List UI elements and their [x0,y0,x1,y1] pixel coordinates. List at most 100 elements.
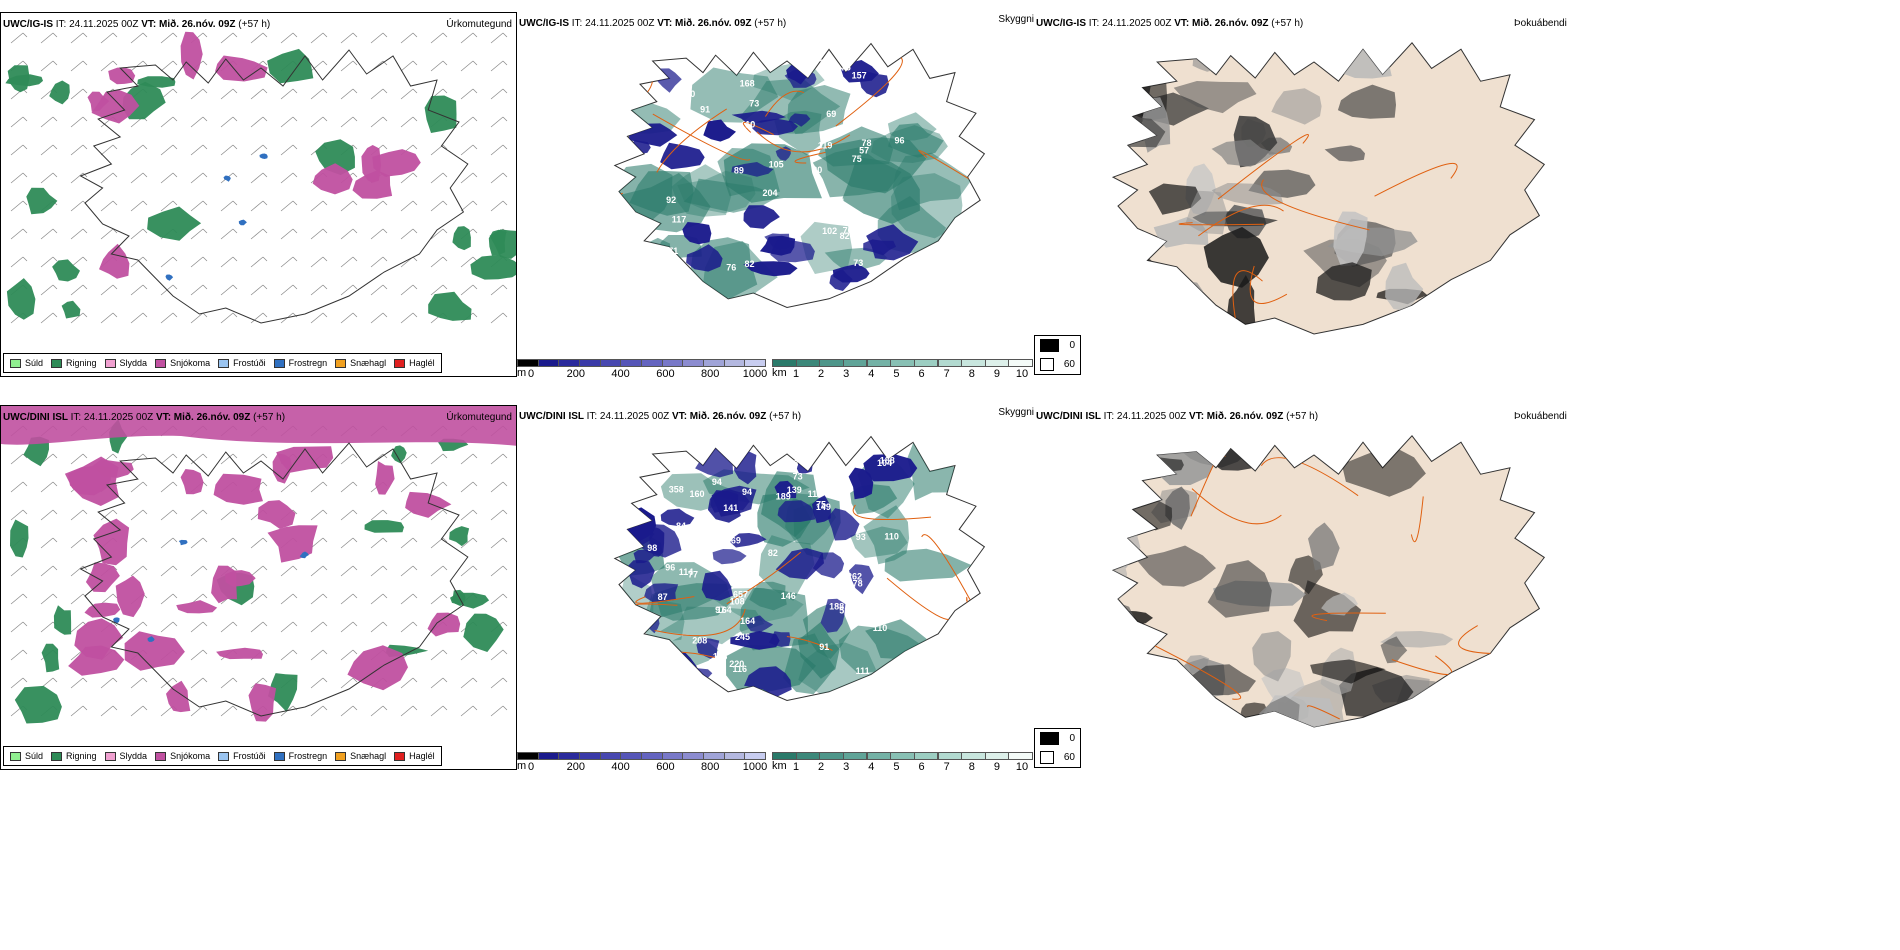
low-cloud-area [820,598,846,633]
legend-item: Snæhagl [335,358,386,368]
wind-barb [70,565,84,577]
colorbar-segment [599,752,622,760]
wind-barb [220,284,234,296]
low-cloud-area [703,119,736,142]
wind-barb [70,60,84,72]
colorbar-tick: 4 [868,368,875,380]
colorbar-tick: 0 [527,761,535,773]
wind-barb [430,705,444,717]
wind-barb [310,509,324,521]
wind-barb [370,88,384,100]
visibility-area [629,171,694,216]
product-type-label: Úrkomutegund [446,412,512,423]
wind-barb [250,228,264,240]
init-time: IT: 24.11.2025 00Z [571,18,658,29]
wind-barb [130,60,144,72]
low-cloud-area [863,454,918,482]
wind-barb [40,228,54,240]
fog-area [1062,572,1111,597]
valid-time: VT: Mið. 26.nóv. 09Z [672,411,770,422]
cloud-base-value: 478 [848,578,863,588]
snow-area [85,562,120,593]
low-cloud-area [731,162,774,177]
cloud-base-value: 87 [828,68,838,78]
colorbar-tick: 9 [993,761,1000,773]
precip-type-map [5,31,516,324]
snow-area [272,453,293,484]
low-cloud-area [731,110,786,123]
colorbar-segment [937,752,963,760]
fog-area [1324,145,1365,162]
wind-barb [340,228,354,240]
wind-barb [160,705,174,717]
wind-barb [40,172,54,184]
road-line [852,504,932,521]
wind-barb [190,677,204,689]
valid-time: VT: Mið. 26.nóv. 09Z [141,19,239,30]
colorbar-tick: 400 [611,368,630,380]
wind-barb [250,593,264,605]
wind-barb [370,200,384,212]
wind-barb [220,509,234,521]
snow-area [84,602,121,618]
cloud-base-value: 57 [859,146,869,156]
colorbar-segment [723,359,746,367]
cloud-base-value: 262 [847,572,862,582]
model-name: UWC/DINI ISL [519,411,587,422]
low-cloud-area [770,240,815,263]
wind-barb [190,705,204,717]
product-type-label: Skyggni [998,407,1034,418]
wind-barb [10,565,24,577]
cloud-base-value: 116 [733,664,748,674]
colorbar-segment [579,752,601,760]
precip-type-panel: UWC/DINI ISL IT: 24.11.2025 00Z VT: Mið.… [0,405,517,770]
wind-barb [430,481,444,493]
wind-barb [460,172,474,184]
colorbar-segment [866,752,892,760]
colorbar-tick: 7 [943,761,950,773]
coastline [79,442,469,717]
fog-area [1341,445,1426,497]
cloud-base-value: 117 [672,214,687,224]
wind-barb [70,284,84,296]
snow-area [99,243,130,279]
visibility-area [683,178,780,213]
wind-barb [490,509,504,521]
product-type-label: Úrkomutegund [446,19,512,30]
cloud-base-value: 168 [740,79,755,89]
wind-barb [10,200,24,212]
panel-header: UWC/IG-IS IT: 24.11.2025 00Z VT: Mið. 26… [1036,18,1303,29]
cloud-base-value: 189 [776,492,791,502]
wind-barb [370,32,384,44]
wind-barb [490,649,504,661]
legend-swatch [51,751,63,761]
legend-label: Snjókoma [170,358,211,368]
wind-barb [100,200,114,212]
wind-barb [490,60,504,72]
fog-area [1135,545,1216,587]
legend-swatch [273,358,285,368]
low-cloud-area [627,560,655,589]
cloud-visibility-panel: 188 189 220 116 160 208 109 95 146 149 164 98 82 111 1… [517,405,1034,780]
legend-item: Slydda [104,358,147,368]
wind-barb [130,481,144,493]
wind-barb [160,172,174,184]
visibility-area [850,526,908,558]
wind-barb [460,144,474,156]
cloud-base-value: 139 [787,485,802,495]
wind-barb [190,649,204,661]
road-line [1198,204,1284,237]
snow-area [87,91,110,112]
wind-barb [160,453,174,465]
legend-swatch [218,751,230,761]
wind-barb [130,677,144,689]
wind-barb [370,509,384,521]
colorbar-segment [723,752,746,760]
snow-area [1,406,516,446]
colorbar-segment [744,359,766,367]
wind-barb [160,565,174,577]
colorbar-tick: 1 [792,761,800,773]
cloud-base-value: 51 [839,606,849,616]
road-line [966,596,972,668]
cloud-base-value: 245 [735,632,750,642]
